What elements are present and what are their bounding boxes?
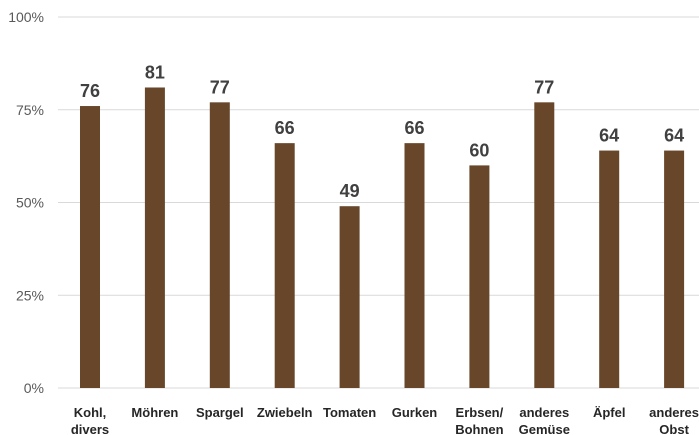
category-label-line: Äpfel [593,405,626,420]
category-label-line: Bohnen [455,422,503,435]
data-label: 76 [80,81,100,101]
bar [469,165,490,388]
bar [404,143,425,388]
bar [599,150,620,388]
data-label: 64 [599,126,619,146]
category-label: Erbsen/Bohnen [455,405,503,435]
category-label-line: Spargel [196,405,244,420]
category-label-line: Tomaten [323,405,376,420]
bar [339,206,360,388]
category-label-line: anderes [519,405,569,420]
y-tick-label: 25% [16,287,44,303]
y-tick-label: 50% [16,195,44,211]
category-label-line: Zwiebeln [257,405,313,420]
category-label-line: Möhren [131,405,178,420]
category-label-line: divers [71,422,109,435]
y-axis-ticks: 0% 25% 50% 75% 100% [8,9,44,396]
category-label: Kohl, divers [71,405,109,435]
category-label: Gurken [392,405,438,420]
data-label: 66 [404,118,424,138]
y-tick-label: 0% [24,380,44,396]
category-label: Zwiebeln [257,405,313,420]
category-label: anderes Obst [649,405,699,435]
category-label-line: Gurken [392,405,438,420]
category-label-line: anderes [649,405,699,420]
category-label: Tomaten [323,405,376,420]
bar [144,87,165,389]
data-label: 66 [275,118,295,138]
category-label-line: Gemüse [519,422,570,435]
bar [534,102,555,388]
category-label-line: Obst [659,422,689,435]
bar [209,102,230,388]
bar [664,150,685,388]
data-label: 60 [469,140,489,160]
data-label: 49 [340,181,360,201]
category-label-line: Erbsen/ [456,405,504,420]
category-label: Möhren [131,405,178,420]
data-label: 77 [534,77,554,97]
data-label: 81 [145,62,165,82]
category-label: Spargel [196,405,244,420]
data-label: 77 [210,77,230,97]
category-labels: Kohl, divers Möhren Spargel Zwiebeln Tomaten G… [71,405,699,435]
y-tick-label: 100% [8,9,44,25]
category-label-line: Kohl, [74,405,107,420]
y-tick-label: 75% [16,102,44,118]
category-label: anderes Gemüse [519,405,570,435]
data-labels: 76 81 77 66 49 66 60 77 64 64 [80,62,684,201]
data-label: 64 [664,126,684,146]
category-label: Äpfel [593,405,626,420]
bar [80,106,100,388]
bars [80,87,685,389]
bar [274,143,295,388]
